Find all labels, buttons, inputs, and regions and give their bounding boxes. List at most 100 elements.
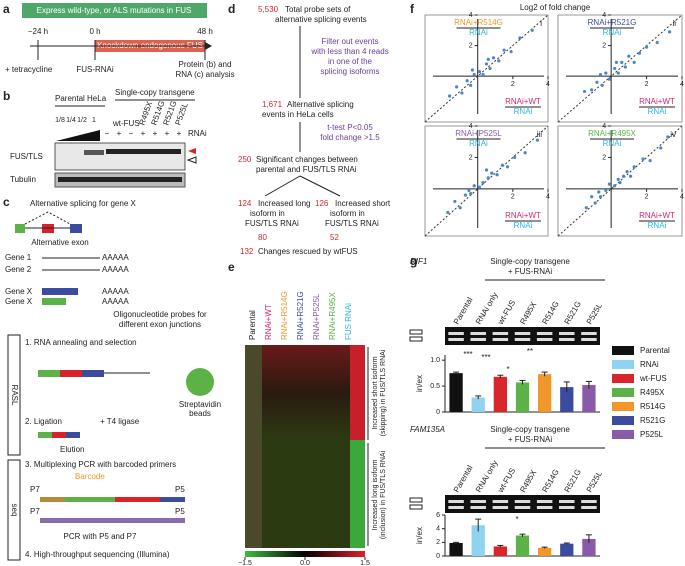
gel-band: [536, 506, 553, 509]
bar: [493, 546, 507, 556]
legend-swatch: [612, 374, 634, 383]
star: **: [527, 347, 533, 356]
y-tick-label: 2: [436, 539, 440, 546]
title: Log2 of fold change: [520, 3, 591, 12]
text: Increased long: [258, 199, 310, 208]
point: [620, 60, 624, 64]
column-label: RNAi+R495X: [328, 292, 337, 340]
step: 4. High-throughput sequencing (Illumina): [25, 550, 170, 559]
lane: wt-FUS: [112, 119, 140, 128]
x-label: RNAi: [648, 221, 667, 230]
text: events in HeLa cells: [262, 110, 334, 119]
lane-label: wt-FUS: [496, 466, 518, 494]
bar: [538, 547, 552, 556]
lane-label: R495X: [518, 300, 538, 326]
y-tick-label: 4: [602, 123, 606, 130]
point: [477, 185, 482, 189]
blot: [54, 142, 186, 171]
legend-label: RNAi: [640, 360, 659, 369]
lane-label: R514G: [540, 300, 560, 326]
gel-band: [536, 500, 553, 503]
arrow: [299, 175, 341, 197]
side: (skipping) in FUS/TLS RNAi: [380, 349, 387, 436]
heatmap-column: [245, 345, 262, 548]
gene: Gene X: [5, 297, 33, 306]
band: [58, 177, 182, 182]
gel-legend: [409, 336, 423, 342]
point: [666, 135, 670, 139]
gel-band: [536, 338, 553, 341]
primer: P5: [175, 507, 185, 516]
text: FUS/TLS RNAi: [245, 219, 299, 228]
panel-f: f Log2 of fold change: [410, 2, 591, 16]
exon: [38, 432, 52, 438]
lane-label: Parental: [452, 296, 475, 326]
transgene: Single-copy transgene: [115, 88, 195, 97]
column-label: RNAi+WT: [264, 304, 273, 340]
gel-legend: [409, 497, 423, 503]
point: [629, 174, 633, 178]
y-tick-label: 4: [469, 123, 473, 130]
gel-band: [559, 506, 575, 509]
side: (inclusion) in FUS/TLS RNAi: [380, 450, 387, 539]
count: 250: [238, 155, 252, 164]
bracket: [7, 334, 21, 456]
splice: [24, 211, 71, 225]
dilution: 1/4: [66, 117, 76, 124]
amplicon: [160, 497, 185, 502]
header: + FUS-RNAi: [508, 435, 552, 444]
arrow: [188, 148, 196, 154]
polya: AAAAA: [102, 253, 129, 262]
plot-frame: [557, 125, 683, 237]
point: [582, 89, 587, 94]
time: 48 h: [197, 27, 213, 36]
elution: Elution: [60, 445, 84, 454]
alt-exon: Alternative exon: [31, 238, 88, 247]
y-tick-label: 2: [469, 42, 473, 49]
x-tick-label: 2: [511, 194, 515, 201]
rnai: FUS-RNAi: [76, 65, 114, 74]
text: isoform in: [250, 209, 285, 218]
step: 1. RNA annealing and selection: [25, 338, 137, 347]
text: Significant changes between: [256, 155, 358, 164]
gel-band: [514, 332, 531, 335]
count: 5,530: [258, 5, 279, 14]
panel-label: d: [228, 2, 235, 16]
mrna: [42, 288, 78, 295]
point: [518, 36, 522, 40]
gel-band: [581, 500, 597, 503]
y-label: RNAi: [603, 28, 622, 37]
gel-band: [448, 332, 464, 335]
point: [469, 191, 473, 196]
panel-label: f: [410, 2, 415, 16]
band: [106, 149, 181, 154]
gel-band: [470, 506, 486, 509]
point: [481, 73, 485, 77]
band: [84, 150, 104, 155]
filter: splicing isoforms: [320, 67, 379, 76]
diagonal: [424, 125, 549, 237]
point: [523, 151, 527, 155]
x-tick-label: 4: [680, 81, 684, 88]
banner: Express wild-type, or ALS mutations in F…: [37, 6, 192, 15]
lane-label: P525L: [585, 469, 605, 494]
gel-band: [559, 332, 575, 335]
point: [597, 190, 601, 194]
x-tick-label: 4: [546, 194, 550, 201]
point: [484, 62, 489, 66]
count: 1,671: [262, 100, 283, 109]
point: [627, 54, 631, 58]
lane-label: wt-FUS: [496, 298, 518, 326]
point: [448, 94, 452, 98]
polya: AAAAA: [102, 265, 129, 274]
bar: [515, 535, 530, 556]
exon: [52, 432, 66, 438]
gel-band: [492, 500, 509, 503]
panel-label: g: [410, 254, 417, 268]
point: [497, 59, 501, 63]
header: Single-copy transgene: [490, 257, 570, 266]
x-label: RNAi+WT: [639, 97, 675, 106]
lane-label: R495X: [518, 468, 538, 494]
y-label: RNAi: [469, 139, 488, 148]
